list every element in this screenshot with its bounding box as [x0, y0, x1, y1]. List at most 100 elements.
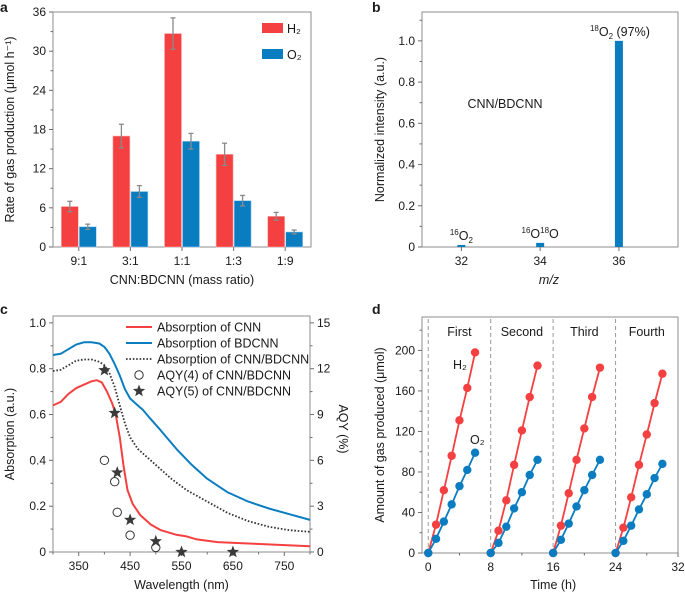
data-point-o2: [650, 473, 659, 483]
spectrum-bar: [457, 244, 466, 247]
panel-c-ytick-label: 0.4: [29, 453, 46, 467]
panel-d-ytick-label: 0: [408, 546, 415, 560]
data-point-h2: [455, 416, 464, 425]
panel-b-ytick-label: 0: [408, 240, 415, 254]
legend-cnn-label: Absorption of CNN: [157, 321, 261, 335]
panel-c-ytick-label: 0.8: [29, 362, 46, 376]
panel-b-mass-spectrum: 0 0.2 0.4 0.6 0.8 1.0 32 34 36 16O2 16O18O 18O2 (97…: [373, 11, 679, 287]
panel-a-xtick-label: 1:9: [277, 254, 294, 268]
data-point-h2: [564, 489, 573, 498]
data-point-h2: [463, 383, 472, 393]
panel-b-annotation: CNN/BDCNN: [468, 97, 543, 111]
panel-c-xtick-label: 550: [171, 559, 191, 573]
bar-o2: [233, 200, 252, 248]
bar-label-16o2: 16O2: [450, 228, 474, 245]
data-point-h2: [470, 348, 480, 357]
panel-b-ytick-label: 0.8: [398, 75, 415, 89]
panel-d-frame: [421, 316, 679, 554]
panel-a-x-axis-label: CNN:BDCNN (mass ratio): [110, 273, 254, 287]
panel-label-c: c: [0, 301, 8, 317]
data-point-h2: [619, 523, 628, 532]
panel-c-y2tick-label: 15: [317, 316, 331, 330]
panel-c-xtick-label: 650: [223, 559, 243, 573]
data-point-o2: [424, 548, 433, 558]
panel-b-ytick-label: 0.2: [398, 199, 415, 213]
data-point-o2: [548, 548, 558, 558]
data-point-h2: [517, 426, 527, 435]
data-point-o2: [626, 521, 636, 530]
data-point-o2: [611, 548, 620, 558]
panel-b-xtick-label: 34: [533, 254, 547, 268]
data-point-o2: [494, 538, 503, 548]
aqy5-marker: [149, 534, 162, 547]
data-point-o2: [439, 517, 449, 526]
panel-c-y2tick-label: 0: [317, 545, 324, 559]
data-point-o2: [463, 465, 472, 475]
panel-c-y2tick-label: 6: [317, 453, 324, 467]
aqy5-marker: [123, 513, 137, 526]
bar-h2: [215, 154, 234, 248]
panel-a-ytick-label: 30: [33, 44, 47, 58]
bar-h2: [267, 216, 286, 248]
data-point-o2: [517, 488, 527, 497]
data-point-o2: [486, 548, 495, 558]
bar-label-18o2: 18O2 (97%): [590, 24, 650, 41]
panel-c-ytick-label: 0.6: [29, 408, 46, 422]
spectrum-bar: [536, 242, 545, 247]
panel-d-y-axis-label: Amount of gas produced (μmol): [373, 347, 387, 522]
panel-a-frame: [52, 11, 312, 248]
bar-h2: [112, 135, 131, 248]
panel-b-xtick-label: 36: [612, 254, 626, 268]
series-line-bdcnn: [52, 341, 311, 521]
panel-c-y2tick-label: 3: [317, 499, 324, 513]
legend-aqy5-label: AQY(5) of CNN/BDCNN: [157, 385, 291, 399]
panel-c-xtick-label: 450: [120, 559, 140, 573]
panel-a-xtick-label: 3:1: [122, 254, 139, 268]
data-point-o2: [447, 500, 456, 509]
panel-c-y2-axis-label: AQY (%): [336, 404, 350, 453]
panel-a-ytick-label: 36: [33, 5, 47, 19]
legend-swatch-o2: [262, 49, 283, 59]
legend-aqy5-swatch: [132, 384, 146, 397]
aqy4-marker: [109, 477, 120, 487]
data-point-h2: [431, 520, 441, 529]
series-label-o2: O₂: [470, 433, 485, 447]
bar-h2: [164, 33, 182, 248]
panel-a-ytick-label: 18: [33, 123, 47, 137]
series-line-cnn-bdcnn: [52, 358, 311, 533]
bar-h2: [60, 206, 79, 248]
panel-c-absorption-chart: 0 0.2 0.4 0.6 0.8 1.0 0 3 6 9 12 15 350 450 550 650 750 A…: [3, 315, 350, 592]
data-point-h2: [634, 460, 644, 470]
data-point-o2: [455, 481, 464, 491]
aqy4-marker: [112, 507, 122, 517]
data-point-o2: [619, 536, 628, 546]
data-point-o2: [509, 504, 519, 513]
data-point-o2: [525, 470, 534, 480]
panel-c-ytick-label: 0.2: [29, 499, 46, 513]
panel-d-xtick-label: 32: [671, 560, 685, 574]
panel-c-xtick-label: 750: [274, 559, 294, 573]
aqy5-marker: [175, 545, 188, 558]
data-point-o2: [470, 448, 480, 457]
data-point-o2: [502, 522, 511, 531]
data-point-o2: [572, 502, 581, 511]
data-point-h2: [650, 398, 659, 408]
panel-c-y2tick-label: 9: [317, 408, 324, 422]
legend-aqy4-label: AQY(4) of CNN/BDCNN: [157, 369, 291, 383]
data-point-h2: [509, 460, 519, 470]
data-point-o2: [556, 535, 566, 545]
legend-cnn-bdcnn-label: Absorption of CNN/BDCNN: [157, 353, 309, 367]
cycle-label-first: First: [447, 325, 472, 339]
panel-d-xtick-label: 8: [487, 560, 494, 574]
panel-d-ytick-label: 120: [395, 424, 415, 438]
cycle-label-third: Third: [570, 325, 599, 339]
data-point-h2: [587, 392, 597, 402]
legend-bdcnn-label: Absorption of BDCNN: [157, 337, 279, 351]
data-point-h2: [502, 496, 511, 505]
series-line-cnn: [52, 379, 311, 548]
panel-c-y2tick-label: 12: [317, 362, 331, 376]
panel-a-ytick-label: 6: [39, 201, 46, 215]
panel-d-x-axis-label: Time (h): [530, 578, 576, 592]
panel-b-ytick-label: 0.6: [398, 116, 415, 130]
panel-a-xtick-label: 9:1: [70, 254, 87, 268]
